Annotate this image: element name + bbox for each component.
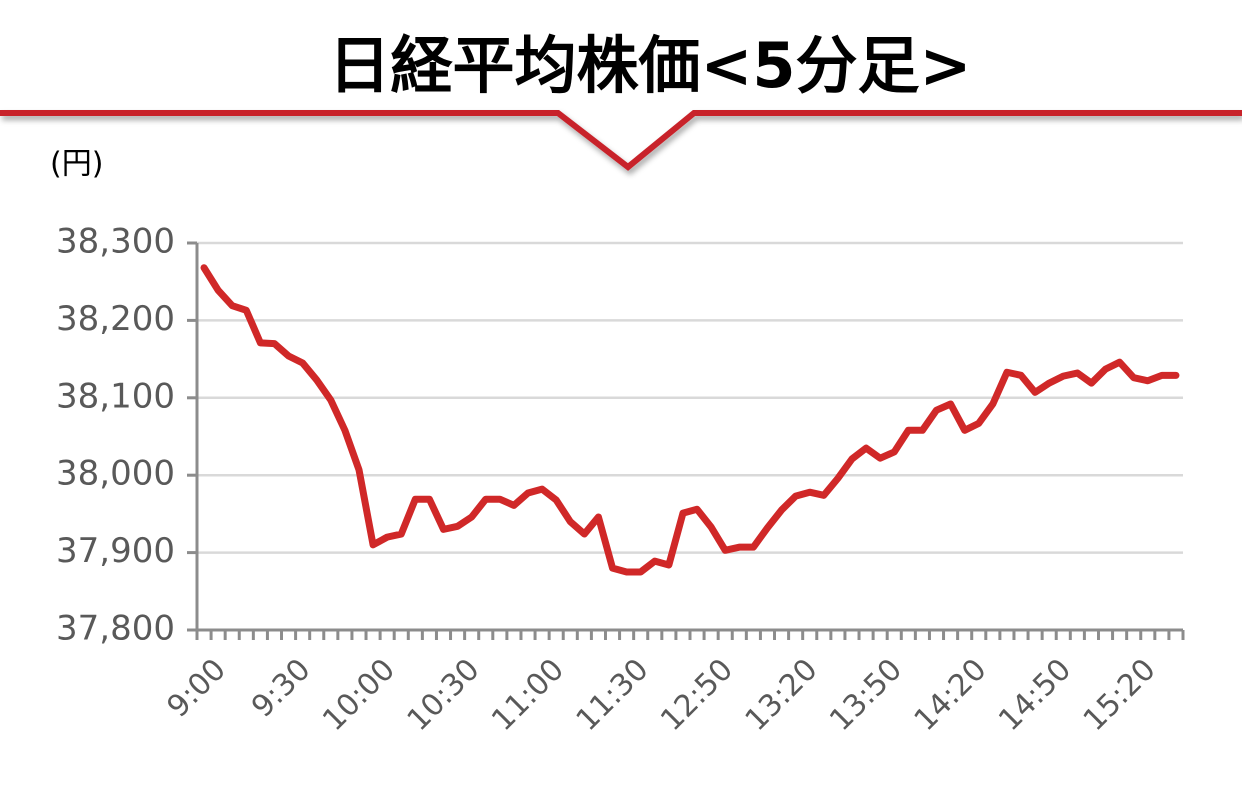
x-tick-label: 11:00 <box>485 652 571 738</box>
x-tick-label: 9:30 <box>245 652 317 724</box>
y-tick-label: 37,900 <box>56 531 175 571</box>
chart-title: 日経平均株価<5分足> <box>328 29 971 102</box>
x-tick-label: 15:20 <box>1077 652 1163 738</box>
y-tick-label: 38,300 <box>56 222 175 262</box>
header-rule <box>0 110 1242 171</box>
x-tick-label: 13:50 <box>823 652 909 738</box>
x-tick-label: 11:30 <box>570 652 656 738</box>
x-tick-label: 13:20 <box>739 652 825 738</box>
y-tick-label: 38,200 <box>56 299 175 339</box>
y-tick-label: 37,800 <box>56 609 175 649</box>
x-tick-label: 10:00 <box>316 652 402 738</box>
price-line <box>200 264 1180 576</box>
x-tick-label: 12:50 <box>654 652 740 738</box>
x-tick-label: 9:00 <box>161 652 233 724</box>
y-unit: (円) <box>50 147 103 182</box>
x-tick-label: 14:50 <box>992 652 1078 738</box>
y-tick-label: 38,000 <box>56 454 175 494</box>
x-tick-label: 10:30 <box>401 652 487 738</box>
x-tick-label: 14:20 <box>908 652 994 738</box>
y-tick-label: 38,100 <box>56 376 175 416</box>
